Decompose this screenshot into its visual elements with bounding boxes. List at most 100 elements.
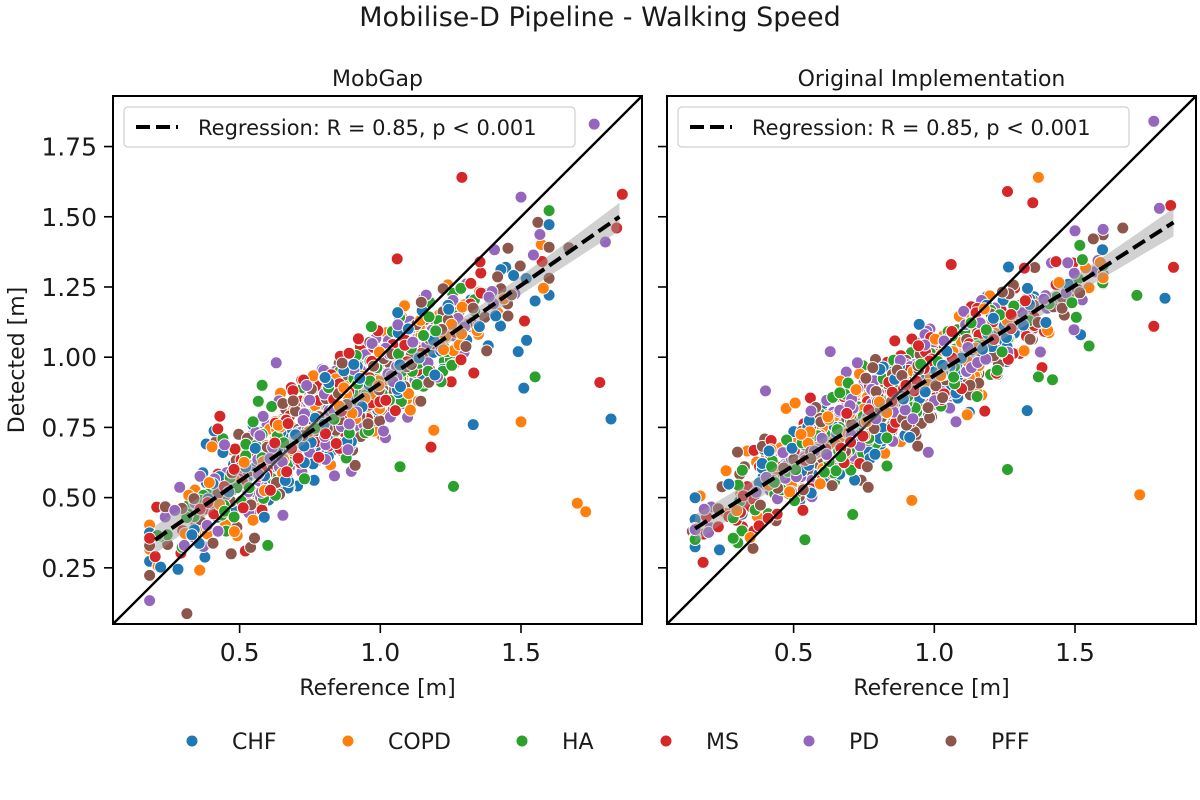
data-point-chf bbox=[903, 430, 917, 444]
legend-item-copd: COPD bbox=[341, 730, 451, 755]
data-point-ms bbox=[388, 404, 402, 418]
data-point-ha bbox=[1046, 373, 1059, 387]
data-point-pd bbox=[1061, 256, 1075, 270]
x-tick-label: 0.5 bbox=[774, 638, 814, 667]
data-point-pff bbox=[348, 458, 362, 472]
data-point-chf bbox=[171, 562, 185, 576]
data-point-copd bbox=[960, 408, 974, 422]
data-point-pff bbox=[1086, 232, 1100, 246]
data-point-pff bbox=[286, 394, 300, 408]
legend-label: PFF bbox=[991, 730, 1030, 755]
data-point-pd bbox=[193, 469, 207, 483]
legend-marker bbox=[515, 734, 529, 748]
data-point-pd bbox=[697, 502, 711, 516]
data-point-pd bbox=[218, 438, 231, 452]
x-tick-label: 1.5 bbox=[1055, 638, 1095, 667]
data-point-copd bbox=[437, 343, 450, 357]
data-point-pd bbox=[303, 393, 317, 407]
data-point-chf bbox=[762, 444, 776, 458]
group-legend: CHF COPD HA MS PD PFF bbox=[185, 730, 1030, 755]
data-point-ha bbox=[834, 450, 848, 464]
data-point-ms bbox=[474, 266, 488, 280]
data-point-chf bbox=[466, 418, 480, 432]
data-point-ms bbox=[211, 422, 225, 436]
data-point-pff bbox=[531, 215, 545, 229]
data-point-ha bbox=[1073, 238, 1087, 252]
x-tick-label: 1.5 bbox=[501, 638, 541, 667]
data-point-ha bbox=[422, 310, 436, 324]
y-tick-label: 1.00 bbox=[41, 343, 97, 372]
y-axis-label: Detected [m] bbox=[5, 287, 30, 433]
data-point-ms bbox=[268, 436, 282, 450]
data-point-pd bbox=[850, 356, 864, 370]
data-point-pd bbox=[1067, 323, 1081, 337]
data-point-chf bbox=[912, 317, 926, 331]
data-point-ha bbox=[1065, 296, 1079, 310]
y-tick-label: 1.75 bbox=[41, 133, 97, 162]
data-point-chf bbox=[391, 306, 405, 320]
data-point-pff bbox=[459, 340, 473, 353]
data-point-ms bbox=[796, 503, 810, 517]
data-point-chf bbox=[185, 528, 199, 542]
legend-item-ha: HA bbox=[515, 730, 594, 755]
data-point-pd bbox=[949, 415, 963, 429]
data-point-pd bbox=[587, 117, 601, 131]
x-axis-label: Reference [m] bbox=[299, 676, 455, 701]
data-point-ha bbox=[798, 533, 812, 547]
data-point-pd bbox=[488, 243, 501, 257]
data-point-ms bbox=[840, 406, 854, 420]
data-point-pd bbox=[804, 404, 818, 418]
data-point-pff bbox=[143, 568, 157, 582]
data-point-ha bbox=[1082, 339, 1096, 353]
data-point-pff bbox=[248, 531, 261, 545]
data-point-chf bbox=[1039, 316, 1053, 329]
scatter-points bbox=[143, 117, 629, 621]
regression-legend-label: Regression: R = 0.85, p < 0.001 bbox=[752, 116, 1091, 140]
data-point-ms bbox=[1001, 185, 1014, 198]
data-point-ms bbox=[1018, 294, 1032, 308]
data-point-ms bbox=[1167, 260, 1180, 274]
data-point-ha bbox=[1031, 370, 1045, 384]
data-point-ms bbox=[148, 550, 162, 564]
data-point-pd bbox=[276, 508, 290, 522]
data-point-copd bbox=[730, 504, 744, 518]
data-point-pd bbox=[759, 384, 772, 398]
data-point-copd bbox=[719, 464, 733, 478]
data-point-pd bbox=[143, 594, 157, 608]
data-point-chf bbox=[257, 510, 271, 524]
data-point-ha bbox=[1001, 463, 1014, 476]
legend-item-chf: CHF bbox=[185, 730, 277, 755]
legend-marker bbox=[802, 734, 816, 748]
data-point-pff bbox=[731, 445, 744, 459]
data-point-chf bbox=[940, 344, 954, 358]
legend-item-ms: MS bbox=[659, 730, 739, 755]
data-point-pd bbox=[211, 524, 225, 538]
data-point-ha bbox=[364, 320, 378, 334]
data-point-copd bbox=[1133, 488, 1147, 502]
data-point-ms bbox=[143, 531, 157, 545]
data-point-pff bbox=[414, 394, 428, 408]
data-point-pff bbox=[180, 607, 194, 621]
data-point-ha bbox=[393, 460, 407, 474]
data-point-chf bbox=[520, 333, 534, 347]
data-point-ms bbox=[944, 258, 958, 271]
data-point-copd bbox=[205, 440, 219, 454]
data-point-ha bbox=[880, 431, 894, 445]
data-point-copd bbox=[536, 281, 550, 295]
data-point-ms bbox=[696, 555, 710, 569]
scatter-points bbox=[685, 114, 1180, 569]
data-point-ms bbox=[912, 339, 925, 353]
legend-label: PD bbox=[849, 730, 879, 755]
data-point-pff bbox=[921, 401, 935, 415]
y-tick-label: 1.25 bbox=[41, 273, 97, 302]
legend-box bbox=[123, 106, 576, 148]
data-point-pff bbox=[1073, 286, 1087, 300]
identity-line bbox=[667, 96, 1196, 624]
data-point-ms bbox=[319, 427, 332, 441]
x-axis-label: Reference [m] bbox=[853, 676, 1009, 701]
data-point-chf bbox=[688, 491, 702, 505]
data-point-ms bbox=[424, 440, 438, 454]
data-point-chf bbox=[1020, 404, 1034, 418]
data-point-ha bbox=[914, 357, 928, 371]
data-point-chf bbox=[394, 380, 407, 394]
